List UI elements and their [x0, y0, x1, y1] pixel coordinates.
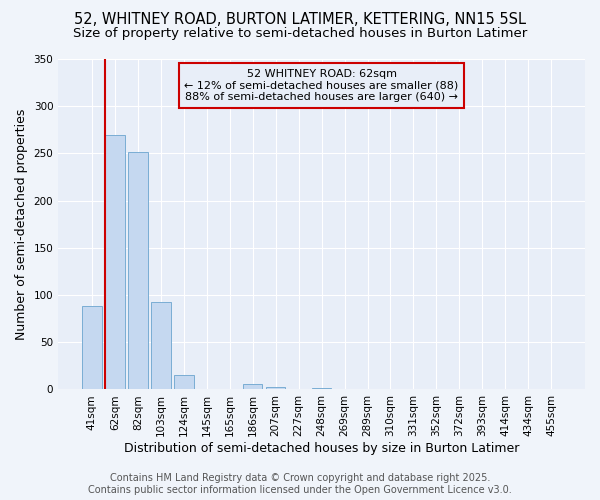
- Bar: [312, 388, 331, 390]
- Bar: [82, 306, 101, 390]
- Y-axis label: Number of semi-detached properties: Number of semi-detached properties: [15, 108, 28, 340]
- X-axis label: Distribution of semi-detached houses by size in Burton Latimer: Distribution of semi-detached houses by …: [124, 442, 519, 455]
- Bar: [105, 134, 125, 390]
- Bar: [174, 376, 194, 390]
- Text: 52, WHITNEY ROAD, BURTON LATIMER, KETTERING, NN15 5SL: 52, WHITNEY ROAD, BURTON LATIMER, KETTER…: [74, 12, 526, 28]
- Bar: [151, 302, 170, 390]
- Text: 52 WHITNEY ROAD: 62sqm
← 12% of semi-detached houses are smaller (88)
88% of sem: 52 WHITNEY ROAD: 62sqm ← 12% of semi-det…: [184, 69, 459, 102]
- Bar: [128, 152, 148, 390]
- Text: Size of property relative to semi-detached houses in Burton Latimer: Size of property relative to semi-detach…: [73, 28, 527, 40]
- Bar: [243, 384, 262, 390]
- Bar: [266, 386, 286, 390]
- Text: Contains HM Land Registry data © Crown copyright and database right 2025.
Contai: Contains HM Land Registry data © Crown c…: [88, 474, 512, 495]
